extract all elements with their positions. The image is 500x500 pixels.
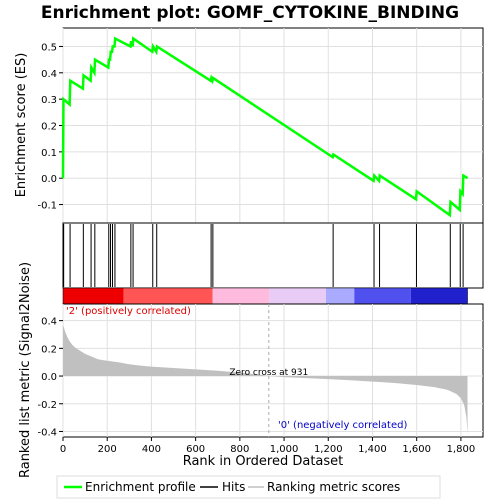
colorbar-segment (123, 288, 213, 304)
x-tick-label: 1,400 (358, 444, 387, 455)
x-tick-label: 1,600 (402, 444, 431, 455)
enrichment-profile-line (61, 36, 469, 218)
chart-title: Enrichment plot: GOMF_CYTOKINE_BINDING (41, 3, 459, 23)
colorbar-segment (212, 288, 270, 304)
es-tick-label: 0.2 (41, 122, 57, 133)
negative-correlation-label: '0' (negatively correlated) (278, 420, 407, 431)
es-tick-label: 0.5 (41, 42, 57, 53)
x-tick-label: 600 (186, 444, 205, 455)
rank-colorbar (62, 287, 468, 305)
legend-label-enrichment-profile: Enrichment profile (85, 480, 196, 494)
x-tick-label: 1,800 (447, 444, 476, 455)
metric-panel: Zero cross at 931 '2' (positively correl… (18, 262, 484, 478)
x-tick-label: 800 (230, 444, 249, 455)
es-y-ticks: 0.5 0.4 0.3 0.2 0.1 0.0 -0.1 (37, 42, 63, 212)
es-tick-label: 0.1 (41, 148, 57, 159)
es-tick-label: 0.4 (41, 69, 57, 80)
colorbar-segment (410, 288, 468, 304)
x-tick-label: 400 (142, 444, 161, 455)
x-tick-label: 1,000 (270, 444, 299, 455)
es-tick-label: -0.1 (37, 201, 57, 212)
positive-correlation-label: '2' (positively correlated) (66, 306, 191, 317)
metric-tick-label: 0.2 (41, 344, 57, 355)
hits-panel (62, 222, 484, 289)
es-tick-label: 0.3 (41, 95, 57, 106)
legend: Enrichment profile Hits Ranking metric s… (56, 475, 441, 499)
metric-tick-label: -0.2 (37, 400, 57, 411)
es-y-axis-label: Enrichment score (ES) (14, 53, 29, 198)
x-axis-label: Rank in Ordered Dataset (183, 454, 344, 469)
legend-label-ranking-metric: Ranking metric scores (267, 480, 400, 494)
es-tick-label: 0.0 (41, 174, 57, 185)
colorbar-segment (325, 288, 355, 304)
x-tick-label: 0 (60, 444, 66, 455)
metric-tick-label: -0.4 (37, 427, 57, 438)
colorbar-segment (269, 288, 326, 304)
ranking-metric-area (63, 324, 468, 435)
metric-y-ticks: 0.4 0.2 0.0 -0.2 -0.4 (37, 317, 63, 438)
legend-label-hits: Hits (222, 480, 245, 494)
hits-panel-frame (62, 222, 484, 289)
x-tick-label: 200 (98, 444, 117, 455)
metric-tick-label: 0.0 (41, 372, 57, 383)
colorbar-segment (63, 288, 124, 304)
colorbar-segment (354, 288, 411, 304)
zero-cross-label: Zero cross at 931 (229, 368, 308, 378)
metric-y-axis-label: Ranked list metric (Signal2Noise) (18, 262, 33, 478)
metric-tick-label: 0.4 (41, 317, 57, 328)
es-panel: 0.5 0.4 0.3 0.2 0.1 0.0 -0.1 Enrichment score … (14, 27, 484, 224)
x-axis-ticks: 0 200 400 600 800 1,000 1,200 1,400 1,600 1,800 (60, 437, 475, 455)
hit-marks (63, 224, 464, 287)
x-tick-label: 1,200 (314, 444, 343, 455)
